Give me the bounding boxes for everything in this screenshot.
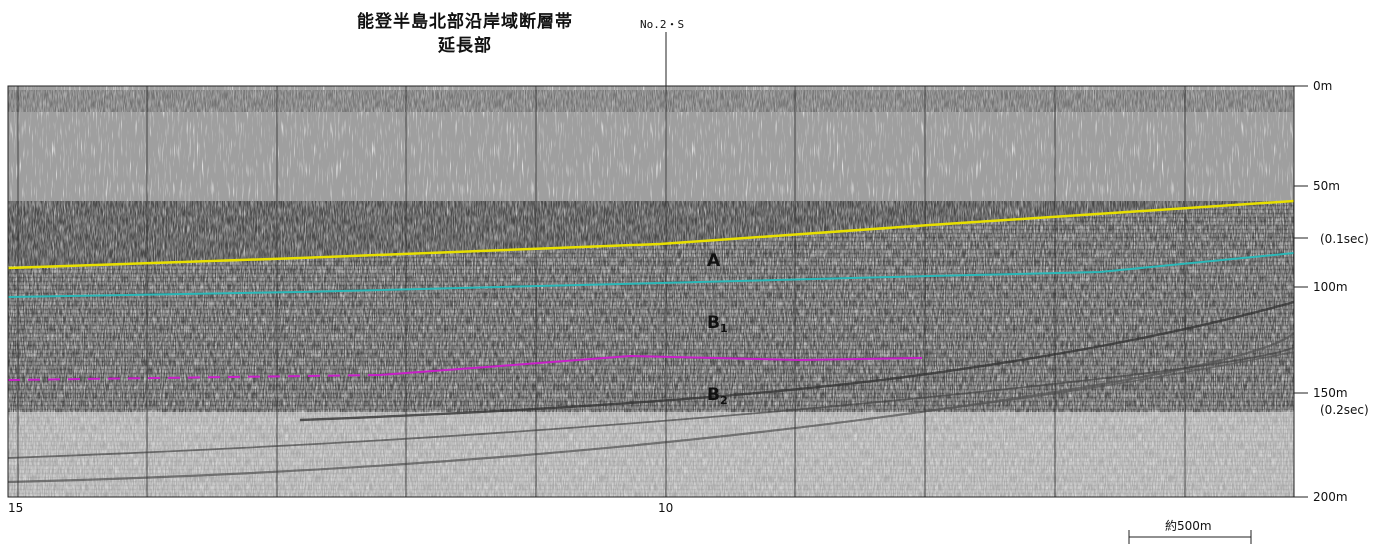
b1-base-dashed [8, 374, 381, 381]
unit-a-label: A [707, 251, 721, 271]
unit-b2-sub: 2 [720, 394, 728, 407]
b1-base-horizon [379, 354, 923, 376]
depth-100: 100m [1313, 280, 1348, 294]
unit-b1-label: B [707, 313, 720, 333]
depth-200: 200m [1313, 490, 1348, 504]
depth-axis [1293, 85, 1308, 498]
a-base-horizon [8, 252, 1294, 298]
depth-0-1sec: (0.1sec) [1320, 232, 1369, 246]
unit-b2-label: B [707, 385, 720, 405]
figure-subtitle: 延長部 [438, 36, 492, 56]
depth-0-2sec: (0.2sec) [1320, 403, 1369, 417]
unit-b1-sub: 1 [720, 322, 728, 335]
figure-title: 能登半島北部沿岸域断層帯 [357, 12, 573, 32]
profile-panel [8, 86, 1294, 497]
scale-bar-label: 約500m [1165, 518, 1212, 533]
shotpoint-10: 10 [658, 501, 673, 515]
depth-0: 0m [1313, 79, 1332, 93]
scale-bar [1128, 530, 1252, 544]
depth-150: 150m [1313, 386, 1348, 400]
survey-line-label: No.2・S [640, 18, 685, 31]
depth-50: 50m [1313, 179, 1340, 193]
shotpoint-15: 15 [8, 501, 23, 515]
seafloor-horizon [8, 199, 1294, 270]
